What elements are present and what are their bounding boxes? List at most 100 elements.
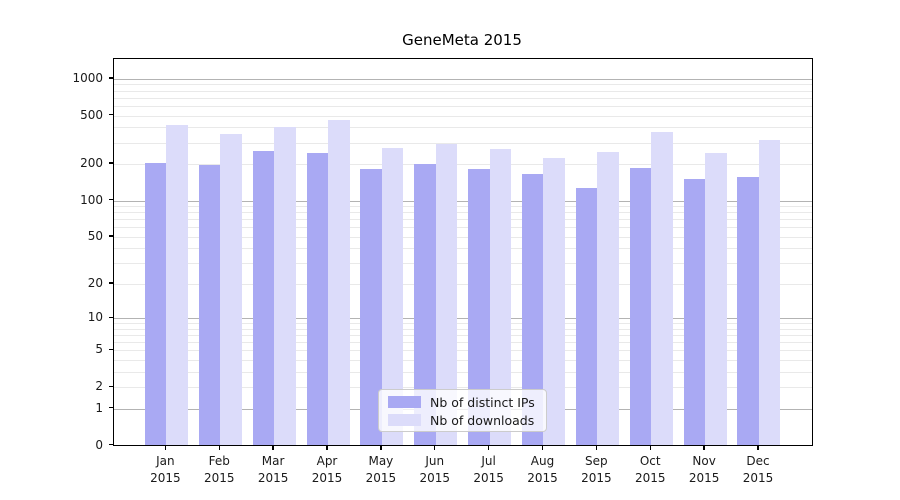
bar-nb-of-distinct-ips-dec — [737, 177, 759, 446]
chart-title: GeneMeta 2015 — [402, 31, 522, 49]
bar-nb-of-distinct-ips-nov — [683, 179, 706, 446]
x-tick-mark-feb — [218, 445, 220, 450]
bar-nb-of-downloads-sep — [597, 152, 619, 446]
gridline-600 — [114, 105, 812, 107]
y-tick-mark-2 — [109, 385, 113, 387]
gridline-200 — [114, 164, 812, 166]
legend-swatch-icon — [388, 396, 421, 408]
legend-label: Nb of downloads — [430, 412, 535, 428]
gridline-10 — [114, 318, 812, 320]
gridline-90 — [114, 206, 812, 208]
bar-nb-of-distinct-ips-mar — [252, 151, 275, 446]
y-tick-label-200: 200 — [80, 156, 103, 171]
x-tick-label-jun: Jun 2015 — [419, 453, 451, 485]
y-tick-label-500: 500 — [80, 107, 103, 122]
x-tick-label-feb: Feb 2015 — [203, 453, 235, 485]
x-tick-label-sep: Sep 2015 — [581, 453, 612, 485]
y-tick-mark-100 — [109, 198, 113, 201]
legend-item: Nb of downloads — [388, 412, 537, 428]
bar-nb-of-downloads-jul — [489, 148, 512, 446]
gridline-7 — [114, 335, 812, 337]
gridline-60 — [114, 227, 812, 229]
gridline-900 — [114, 84, 812, 86]
x-tick-label-jul: Jul 2015 — [473, 453, 504, 485]
y-tick-label-1000: 1000 — [72, 70, 103, 85]
x-tick-label-apr: Apr 2015 — [311, 453, 343, 485]
x-tick-label-aug: Aug 2015 — [527, 453, 558, 485]
bar-nb-of-downloads-oct — [651, 131, 673, 446]
bar-nb-of-downloads-jan — [166, 125, 188, 446]
gridline-700 — [114, 97, 812, 99]
y-tick-mark-10 — [109, 316, 113, 318]
x-tick-mark-jan — [164, 445, 167, 450]
y-tick-mark-1 — [109, 407, 113, 409]
gridline-800 — [114, 90, 812, 92]
gridline-40 — [114, 248, 812, 250]
x-tick-mark-may — [380, 445, 382, 450]
plot-area — [113, 58, 813, 446]
gridline-70 — [114, 219, 812, 221]
y-tick-label-20: 20 — [87, 275, 103, 290]
x-tick-mark-oct — [649, 445, 651, 450]
legend-item: Nb of distinct IPs — [388, 394, 537, 410]
y-tick-label-10: 10 — [87, 310, 103, 325]
bar-nb-of-downloads-apr — [328, 120, 350, 446]
gridline-30 — [114, 263, 812, 265]
bar-nb-of-distinct-ips-apr — [306, 153, 328, 446]
y-tick-label-5: 5 — [95, 342, 103, 357]
y-tick-mark-5 — [109, 348, 113, 351]
y-tick-label-50: 50 — [87, 228, 103, 243]
y-tick-label-100: 100 — [80, 192, 103, 207]
legend-swatch-icon — [388, 414, 421, 426]
y-tick-mark-500 — [109, 113, 113, 116]
gridline-50 — [114, 236, 812, 238]
x-tick-mark-mar — [272, 445, 274, 450]
gridline-1000 — [114, 78, 812, 80]
x-tick-label-jan: Jan 2015 — [150, 453, 181, 485]
gridline-80 — [114, 212, 812, 214]
x-tick-label-dec: Dec 2015 — [742, 453, 774, 485]
y-tick-mark-20 — [109, 282, 113, 284]
bar-nb-of-distinct-ips-may — [360, 169, 382, 446]
y-tick-mark-200 — [109, 162, 113, 164]
bar-nb-of-distinct-ips-jul — [468, 169, 490, 446]
bar-nb-of-distinct-ips-jun — [414, 164, 436, 446]
x-tick-label-oct: Oct 2015 — [634, 453, 666, 485]
bar-nb-of-distinct-ips-oct — [629, 168, 652, 446]
bar-nb-of-distinct-ips-feb — [198, 165, 221, 446]
y-tick-label-0: 0 — [95, 437, 103, 452]
gridline-9 — [114, 323, 812, 325]
bar-nb-of-distinct-ips-aug — [521, 174, 544, 446]
y-tick-label-2: 2 — [95, 379, 103, 394]
bar-nb-of-distinct-ips-sep — [575, 187, 598, 446]
gridline-2 — [114, 387, 812, 389]
bar-nb-of-downloads-may — [381, 148, 404, 446]
bar-nb-of-downloads-feb — [220, 134, 242, 446]
x-tick-label-may: May 2015 — [365, 453, 397, 485]
gridline-5 — [114, 350, 812, 352]
bar-nb-of-downloads-mar — [274, 127, 296, 446]
gridline-3 — [114, 371, 812, 373]
x-tick-label-nov: Nov 2015 — [688, 453, 720, 485]
gridline-300 — [114, 142, 812, 144]
x-tick-mark-nov — [703, 445, 705, 450]
gridline-500 — [114, 115, 812, 117]
bar-nb-of-downloads-aug — [543, 157, 565, 446]
x-tick-mark-apr — [326, 445, 328, 450]
gridline-4 — [114, 360, 812, 362]
bar-nb-of-downloads-jun — [435, 143, 458, 446]
y-tick-mark-50 — [109, 235, 113, 237]
x-tick-mark-sep — [595, 445, 598, 450]
legend: Nb of distinct IPs Nb of downloads — [378, 389, 547, 432]
x-tick-mark-dec — [757, 445, 759, 450]
y-tick-mark-1000 — [109, 77, 113, 79]
bar-nb-of-distinct-ips-jan — [144, 162, 167, 446]
gridline-8 — [114, 328, 812, 330]
gridline-400 — [114, 127, 812, 129]
gridline-6 — [114, 342, 812, 344]
bar-nb-of-downloads-dec — [758, 140, 781, 446]
legend-label: Nb of distinct IPs — [430, 394, 535, 410]
bar-nb-of-downloads-nov — [705, 153, 727, 446]
x-tick-mark-aug — [541, 445, 544, 450]
